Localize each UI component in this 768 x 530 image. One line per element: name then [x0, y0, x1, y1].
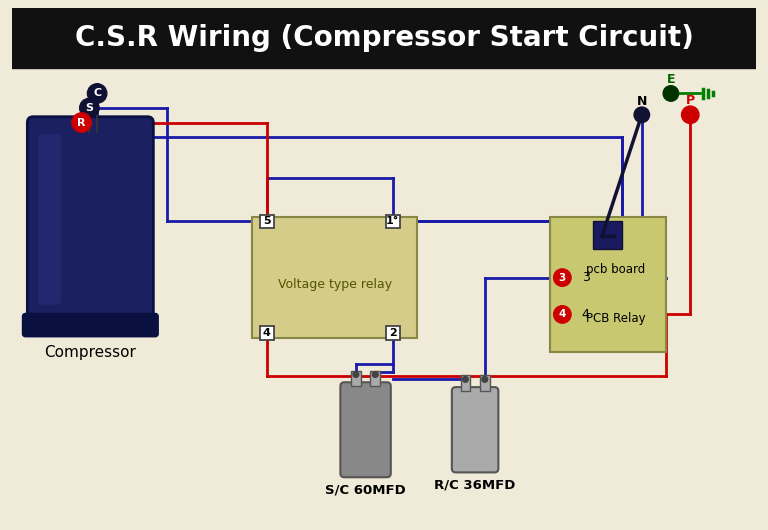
Text: 5: 5 [263, 216, 270, 226]
Text: R/C 36MFD: R/C 36MFD [435, 478, 516, 491]
Text: R: R [78, 118, 86, 128]
Text: Compressor: Compressor [45, 346, 136, 360]
Circle shape [353, 372, 359, 377]
Bar [370, 370, 380, 386]
Text: S: S [85, 103, 94, 113]
Circle shape [681, 106, 699, 123]
Circle shape [88, 84, 107, 103]
Bar [252, 217, 417, 338]
Text: 4: 4 [581, 308, 590, 321]
Text: 3: 3 [558, 272, 566, 282]
Text: 2: 2 [389, 328, 396, 338]
Bar [260, 215, 273, 228]
Text: pcb board: pcb board [586, 263, 645, 276]
Circle shape [80, 98, 99, 118]
Circle shape [462, 376, 468, 382]
Text: Voltage type relay: Voltage type relay [277, 278, 392, 292]
Bar [550, 217, 666, 352]
Text: N: N [637, 95, 647, 108]
Text: C: C [93, 89, 101, 99]
Circle shape [634, 107, 650, 122]
Text: S/C 60MFD: S/C 60MFD [325, 483, 406, 496]
Text: PCB Relay: PCB Relay [586, 312, 645, 325]
FancyBboxPatch shape [452, 387, 498, 472]
FancyBboxPatch shape [38, 134, 61, 305]
Bar [260, 326, 273, 340]
Text: E: E [667, 73, 675, 86]
Bar [480, 375, 490, 391]
Circle shape [663, 86, 679, 101]
Circle shape [72, 113, 91, 132]
Bar [351, 370, 361, 386]
Text: C.S.R Wiring (Compressor Start Circuit): C.S.R Wiring (Compressor Start Circuit) [74, 24, 694, 52]
Bar [12, 8, 756, 68]
Text: P: P [686, 94, 695, 107]
Bar [386, 326, 399, 340]
Circle shape [554, 306, 571, 323]
Circle shape [372, 372, 378, 377]
FancyBboxPatch shape [340, 382, 391, 477]
Text: 4: 4 [558, 310, 566, 320]
FancyBboxPatch shape [28, 117, 154, 332]
Bar [594, 222, 622, 249]
Text: 4: 4 [263, 328, 270, 338]
Text: 1°: 1° [386, 216, 399, 226]
Bar [461, 375, 470, 391]
Bar [386, 215, 399, 228]
FancyBboxPatch shape [22, 313, 158, 337]
Circle shape [554, 269, 571, 286]
Text: 3: 3 [581, 271, 590, 284]
Circle shape [482, 376, 488, 382]
